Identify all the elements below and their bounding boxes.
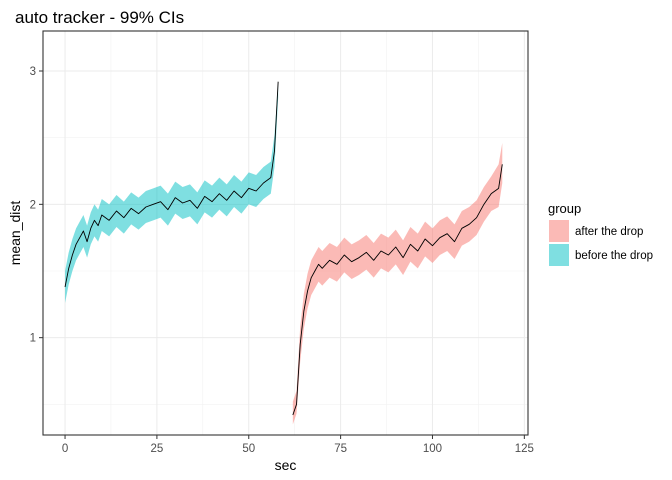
- y-axis-title: mean_dist: [7, 201, 23, 266]
- legend-label: after the drop: [575, 226, 643, 238]
- legend-label: before the drop: [575, 250, 653, 262]
- x-axis: 0 25 50 75 100 125: [62, 435, 534, 455]
- x-tick-label: 125: [515, 443, 534, 455]
- x-tick-label: 25: [151, 443, 164, 455]
- x-tick-label: 0: [62, 443, 68, 455]
- ci-band-before-the-drop: [65, 81, 279, 303]
- y-tick-label: 2: [30, 199, 36, 211]
- y-tick-label: 3: [30, 66, 36, 78]
- legend-key: [549, 220, 569, 242]
- x-tick-label: 100: [423, 443, 442, 455]
- legend-title: group: [548, 201, 581, 216]
- y-axis: 1 2 3: [30, 66, 43, 345]
- legend: group after the drop before the drop: [548, 201, 653, 266]
- y-tick-label: 1: [30, 333, 36, 345]
- x-tick-label: 75: [334, 443, 347, 455]
- x-axis-title: sec: [275, 457, 297, 473]
- mean-lines: [64, 81, 503, 416]
- confidence-bands: [65, 81, 503, 425]
- panel-border: [42, 30, 529, 436]
- x-tick-label: 50: [242, 443, 255, 455]
- plot-panel: [42, 30, 529, 436]
- ci-band-after-the-drop: [292, 143, 503, 425]
- chart-title: auto tracker - 99% CIs: [15, 8, 184, 27]
- legend-key: [549, 244, 569, 266]
- mean-line-after-the-drop: [292, 164, 503, 416]
- mean-line-before-the-drop: [64, 81, 279, 288]
